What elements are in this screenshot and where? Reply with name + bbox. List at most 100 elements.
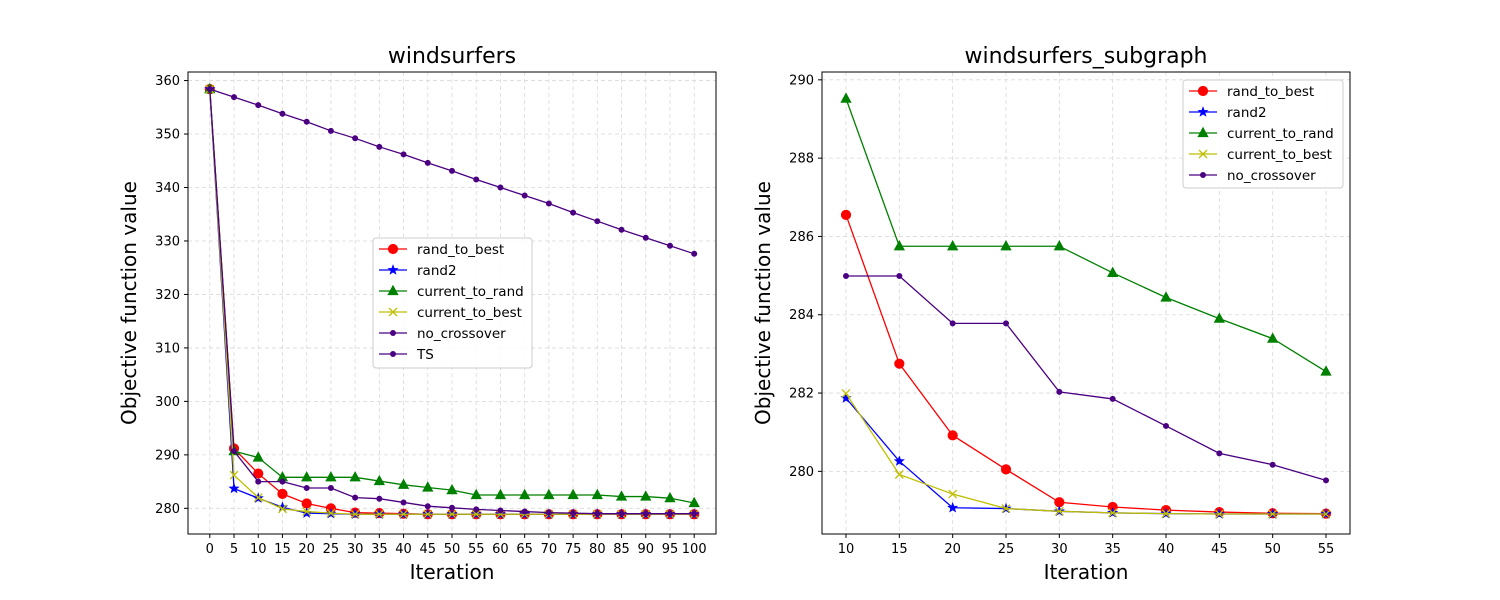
chart-1-series-TS [206,86,698,257]
chart-1-legend-entry: rand2 [379,263,457,279]
chart-1-legend: rand_to_best rand2 current_to_rand current_… [372,237,533,369]
chart-1-x-tick-label: 65 [516,542,533,557]
chart-2-series-no_crossover [843,272,1329,484]
chart-1-y-tick-label: 340 [155,181,180,196]
chart-1-data-point [301,498,312,509]
chart-2-legend-label: rand2 [1227,105,1267,121]
chart-1-data-point [618,510,625,517]
chart-windsurfers: 0 5 10 15 20 25 30 35 40 45 50 55 60 65 70 75 80 85 90 95 10… [117,44,717,584]
chart-2-data-point [1213,312,1225,323]
chart-1-data-point [253,493,263,503]
chart-1-data-point [400,151,407,158]
chart-1-data-point [470,488,482,500]
chart-1-data-point [664,491,676,503]
chart-2-data-point [1268,509,1278,519]
chart-1-data-point [255,102,262,109]
chart-1-y-axis-label: Objective function value [117,181,141,425]
chart-2-y-tick-label: 290 [789,73,814,88]
chart-2-series-line [845,98,1327,373]
chart-1-y-tick-label: 330 [155,234,180,249]
chart-2-data-point [1214,509,1224,519]
chart-1-data-point [279,110,286,117]
chart-1-data-point [327,485,334,492]
chart-2-data-point [894,470,904,479]
chart-1-data-point [376,143,383,150]
chart-2-legend-marker [1198,149,1208,159]
chart-1-series-current_to_rand [204,82,700,508]
chart-2-data-point [1003,320,1009,327]
chart-2-legend-marker [1197,85,1209,97]
chart-1-data-point [277,504,287,514]
chart-2-data-point [1160,291,1172,302]
chart-2-x-tick-label: 15 [891,542,908,557]
chart-1-data-point [302,507,312,517]
chart-1-legend-entry: no_crossover [379,326,506,342]
chart-2-series-line [846,275,1327,481]
chart-2-legend-label: no_crossover [1227,168,1316,184]
chart-2-x-tick-label: 40 [1158,542,1175,557]
chart-1-legend-entry: current_to_best [379,305,522,321]
chart-2-data-point [1107,266,1119,277]
chart-1-data-point [688,496,700,508]
chart-1-data-point [424,503,431,510]
chart-1-data-point [301,471,313,482]
chart-1-data-point [473,176,480,183]
chart-1-data-point [228,482,240,494]
chart-2-data-point [896,272,903,279]
chart-1-title: windsurfers [388,44,516,69]
chart-2-legend-label: rand_to_best [1227,84,1314,100]
chart-1-legend-label: current_to_rand [417,284,524,300]
chart-2-data-point [1053,239,1065,251]
chart-1-x-tick-label: 50 [444,542,461,557]
chart-2-legend-box [1182,79,1344,189]
chart-1-x-tick-label: 60 [492,542,509,557]
chart-1-series-no_crossover [206,86,698,517]
chart-2-legend-marker [1200,172,1206,178]
chart-2-data-point [1054,506,1064,516]
chart-1-x-tick-label: 80 [589,542,606,557]
chart-2-y-tick-label: 286 [789,230,814,245]
chart-1-data-point [373,474,385,486]
chart-2-data-point [947,501,959,513]
chart-2-legend-entry: no_crossover [1189,168,1316,184]
chart-2-data-point [1321,509,1331,519]
chart-2-x-tick-label: 10 [838,542,855,557]
chart-2-data-point [843,272,849,279]
chart-2-legend-marker [1197,106,1209,117]
chart-1-legend-label: current_to_best [417,305,522,321]
chart-1-data-point [446,483,458,495]
chart-1-x-axis-label: Iteration [410,560,495,584]
chart-1-data-point [473,506,480,513]
chart-1-data-point [618,226,625,233]
chart-1-y-tick-label: 310 [155,341,180,356]
chart-1-data-point [497,507,504,514]
chart-1-data-point [279,478,286,485]
chart-1-data-point [449,167,455,174]
chart-1-data-point [326,508,336,518]
chart-2-series-current_to_rand [840,92,1332,376]
chart-2-data-point [1000,464,1012,475]
chart-2-series-current_to_best [841,388,1331,519]
chart-1-legend-label: rand2 [417,263,457,279]
chart-1-y-tick-label: 300 [155,395,180,410]
chart-1-data-point [374,509,384,519]
chart-2-data-point [1163,422,1169,429]
chart-1-data-point [231,448,238,455]
chart-1-data-point [252,451,264,462]
chart-1-x-tick-label: 30 [347,542,364,557]
chart-2-data-point [947,430,958,441]
chart-2-y-axis-label: Objective function value [751,181,775,425]
chart-1-y-tick-label: 360 [155,74,180,89]
chart-2-y-tick-label: 280 [789,465,814,480]
chart-2-data-point [894,358,905,369]
chart-2-x-tick-label: 35 [1104,542,1121,557]
chart-2-data-point [1109,395,1116,402]
chart-2-data-point [1267,332,1279,343]
chart-1-legend-marker [388,307,398,317]
chart-1-data-point [615,490,628,501]
chart-1-x-tick-label: 75 [565,542,582,557]
chart-1-x-tick-label: 85 [613,542,630,557]
chart-2-title: windsurfers_subgraph [964,44,1207,69]
chart-windsurfers-subgraph: 10 15 20 25 30 35 40 45 50 55 280 282 284 286 288 290 wi… [751,44,1351,584]
chart-1-legend-marker [390,351,396,357]
